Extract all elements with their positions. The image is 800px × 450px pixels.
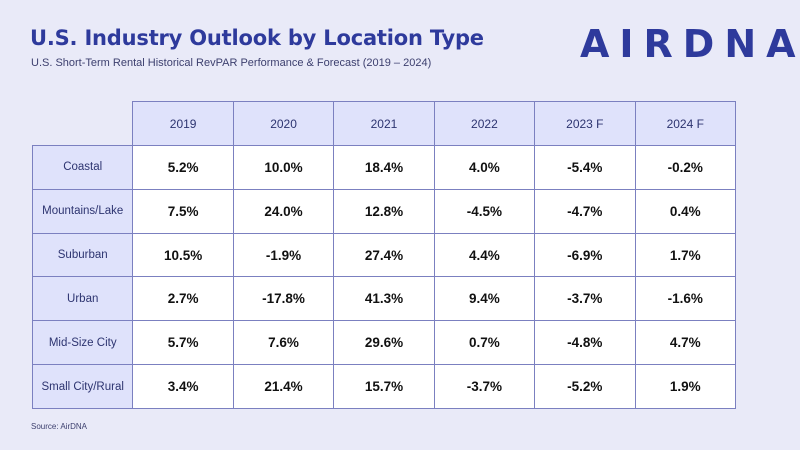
table-row: Coastal 5.2% 10.0% 18.4% 4.0% -5.4% -0.2% [31,145,737,190]
chart-title: U.S. Industry Outlook by Location Type [30,26,484,50]
column-header: 2022 [433,101,536,146]
data-cell: 18.4% [333,145,435,190]
data-cell: 9.4% [433,276,536,322]
data-cell: -4.5% [433,188,536,234]
data-cell: 7.5% [132,188,234,234]
data-cell: -3.7% [534,276,636,322]
data-cell: 27.4% [333,232,435,278]
table-row: Mid-Size City 5.7% 7.6% 29.6% 0.7% -4.8% 4.7% [31,320,737,366]
data-cell: -1.9% [232,232,335,278]
data-cell: -5.2% [534,364,636,409]
data-cell: 10.5% [132,232,234,278]
data-cell: -6.9% [534,232,636,278]
data-cell: 1.7% [634,232,737,278]
table-row: Small City/Rural 3.4% 21.4% 15.7% -3.7% -5.2%… [31,364,737,409]
table-row: Suburban 10.5% -1.9% 27.4% 4.4% -6.9% 1.7% [31,232,737,278]
data-cell: 5.7% [132,320,234,366]
table-body: Coastal 5.2% 10.0% 18.4% 4.0% -5.4% -0.2% Mount… [31,145,737,409]
source-note: Source: AirDNA [31,422,88,431]
column-header: 2023 F [534,101,636,146]
column-header: 2024 F [634,101,737,146]
revpar-table: 2019 2020 2021 2022 2023 F 2024 F Coastal 5.2%… [31,101,737,409]
data-cell: 0.4% [634,188,737,234]
table-row: Urban 2.7% -17.8% 41.3% 9.4% -3.7% -1.6% [31,276,737,322]
data-cell: -3.7% [433,364,536,409]
data-cell: 41.3% [333,276,435,322]
data-cell: -4.8% [534,320,636,366]
table-corner-cell [32,101,134,146]
data-cell: 1.9% [634,364,737,409]
row-label: Small City/Rural [31,364,134,409]
row-label: Urban [31,276,134,322]
row-label: Mountains/Lake [31,188,134,234]
row-label: Mid-Size City [31,320,134,366]
data-cell: 4.0% [433,145,536,190]
column-header: 2019 [132,101,234,146]
data-cell: -5.4% [534,145,636,190]
data-cell: 21.4% [232,364,335,409]
data-cell: 15.7% [333,364,435,409]
table-header-row: 2019 2020 2021 2022 2023 F 2024 F [32,101,737,146]
table-row: Mountains/Lake 7.5% 24.0% 12.8% -4.5% -4.7% 0.… [31,188,737,234]
data-cell: 10.0% [232,145,335,190]
data-cell: -1.6% [634,276,737,322]
data-cell: 5.2% [132,145,234,190]
data-cell: -4.7% [534,188,636,234]
airdna-logo: AIRDNA [580,22,800,66]
data-cell: 4.4% [433,232,536,278]
column-header: 2021 [333,101,435,146]
data-cell: 7.6% [232,320,335,366]
chart-subtitle: U.S. Short-Term Rental Historical RevPAR… [31,57,432,69]
row-label: Coastal [31,145,134,190]
data-cell: -0.2% [634,145,737,190]
data-cell: 29.6% [333,320,435,366]
data-cell: 24.0% [232,188,335,234]
column-header: 2020 [232,101,335,146]
data-cell: 3.4% [132,364,234,409]
data-cell: 12.8% [333,188,435,234]
data-cell: 2.7% [132,276,234,322]
data-cell: 4.7% [634,320,737,366]
data-cell: 0.7% [433,320,536,366]
row-label: Suburban [31,232,134,278]
data-cell: -17.8% [232,276,335,322]
